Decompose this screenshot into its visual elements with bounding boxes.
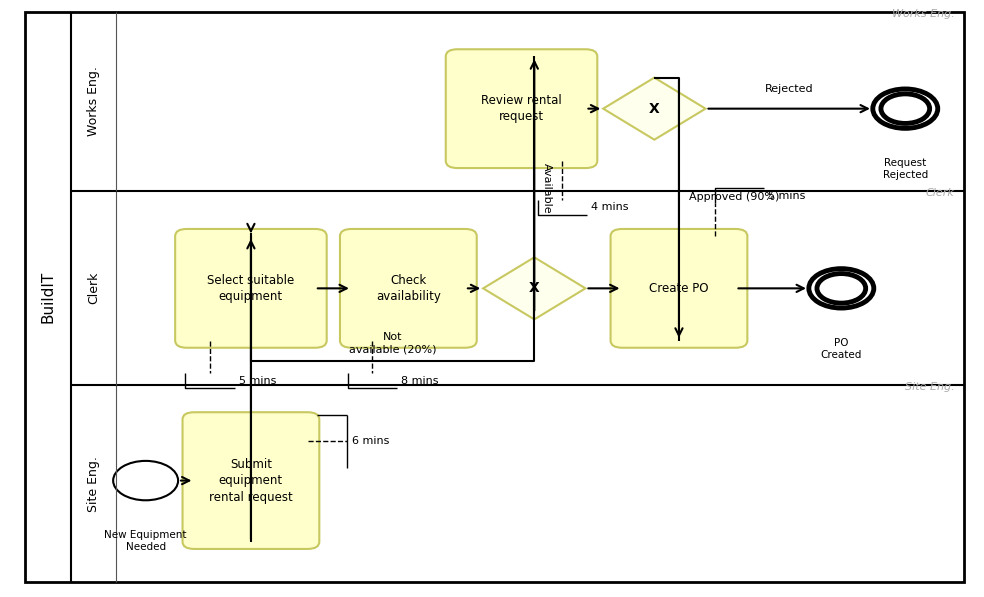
Text: Not
available (20%): Not available (20%) bbox=[349, 333, 436, 354]
Text: Clerk: Clerk bbox=[87, 272, 100, 304]
Text: Submit
equipment
rental request: Submit equipment rental request bbox=[209, 457, 293, 504]
Text: Check
availability: Check availability bbox=[376, 273, 441, 303]
Text: 5 mins: 5 mins bbox=[769, 190, 806, 201]
Text: 8 mins: 8 mins bbox=[400, 376, 438, 386]
Text: X: X bbox=[529, 281, 539, 296]
FancyBboxPatch shape bbox=[446, 50, 597, 168]
Text: Works Eng.: Works Eng. bbox=[892, 9, 954, 19]
Text: 4 mins: 4 mins bbox=[591, 202, 629, 213]
FancyBboxPatch shape bbox=[610, 229, 748, 347]
Text: New Equipment
Needed: New Equipment Needed bbox=[104, 530, 187, 552]
Text: 6 mins: 6 mins bbox=[352, 436, 389, 447]
Text: Rejected: Rejected bbox=[765, 84, 814, 94]
Text: Site Eng.: Site Eng. bbox=[87, 456, 100, 512]
Text: Site Eng.: Site Eng. bbox=[905, 382, 954, 392]
Circle shape bbox=[809, 269, 874, 308]
Text: X: X bbox=[649, 101, 659, 116]
Text: Request
Rejected: Request Rejected bbox=[883, 158, 928, 180]
Polygon shape bbox=[483, 257, 585, 319]
Text: Select suitable
equipment: Select suitable equipment bbox=[208, 273, 294, 303]
FancyBboxPatch shape bbox=[175, 229, 327, 347]
Text: PO
Created: PO Created bbox=[821, 338, 862, 359]
Circle shape bbox=[113, 461, 178, 500]
Polygon shape bbox=[603, 78, 706, 140]
Text: Review rental
request: Review rental request bbox=[481, 94, 562, 124]
FancyBboxPatch shape bbox=[340, 229, 477, 347]
Text: Clerk: Clerk bbox=[926, 188, 954, 198]
Text: 5 mins: 5 mins bbox=[238, 376, 276, 386]
Circle shape bbox=[881, 94, 930, 124]
Text: Create PO: Create PO bbox=[649, 282, 708, 295]
Text: BuildIT: BuildIT bbox=[40, 271, 55, 323]
Text: Available: Available bbox=[542, 162, 552, 213]
Circle shape bbox=[817, 273, 866, 303]
Circle shape bbox=[873, 89, 938, 128]
Text: Approved (90%): Approved (90%) bbox=[689, 192, 779, 202]
FancyBboxPatch shape bbox=[183, 412, 319, 549]
Text: Works Eng.: Works Eng. bbox=[87, 66, 100, 137]
